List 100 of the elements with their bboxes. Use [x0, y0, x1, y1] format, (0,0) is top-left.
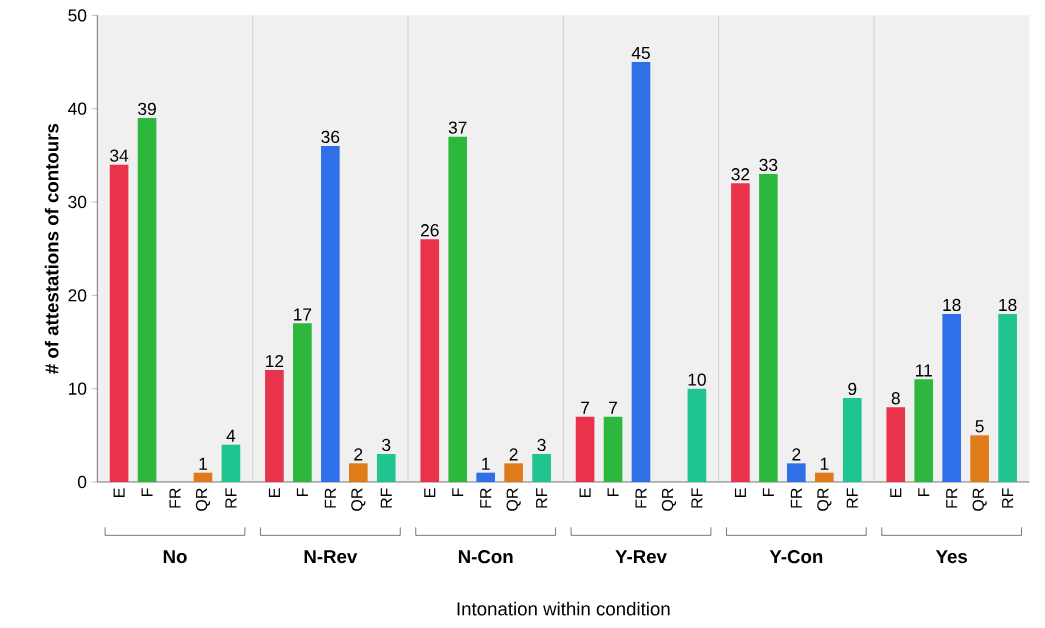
text: E [890, 488, 902, 497]
bar [970, 435, 989, 482]
data-label: 1 [199, 457, 207, 470]
text: FR [635, 488, 647, 508]
data-label: 18 [943, 298, 961, 312]
data-label: 45 [631, 46, 650, 60]
data-label: 2 [509, 448, 518, 461]
text: E [579, 488, 591, 497]
bar [575, 416, 595, 482]
text: QR [351, 488, 366, 511]
x-tick-label: N-Rev [304, 550, 358, 564]
bar [731, 183, 750, 482]
x-tick-label: No [163, 550, 187, 564]
bar [420, 239, 440, 482]
y-tick-label: 20 [68, 289, 87, 302]
y-tick-label: 50 [68, 9, 87, 22]
bar [476, 472, 495, 482]
bar [348, 463, 368, 482]
y-tick-label: 40 [68, 102, 87, 115]
text: E [113, 488, 125, 497]
data-label: 4 [226, 429, 236, 442]
text: F [452, 488, 464, 497]
data-label: 17 [294, 308, 312, 321]
data-label: 9 [848, 382, 857, 396]
y-tick-label: 30 [68, 195, 87, 209]
bar [448, 136, 468, 482]
y-axis-title: # of attestations of contours [44, 123, 59, 374]
text: RF [380, 488, 392, 508]
text: QR [817, 488, 832, 511]
data-label: 1 [820, 457, 829, 470]
text: RF [846, 488, 858, 508]
bar [603, 416, 623, 482]
bar [504, 463, 523, 482]
data-label: 18 [999, 298, 1017, 312]
bar [687, 388, 707, 482]
bar [321, 146, 340, 482]
text: F [141, 488, 153, 497]
text: E [424, 488, 436, 497]
text: F [918, 488, 930, 497]
text: FR [946, 488, 958, 508]
y-tick-label: 10 [68, 382, 87, 395]
bar [787, 463, 806, 482]
text: FR [790, 488, 802, 508]
bar [109, 164, 129, 482]
x-tick-label: N-Con [458, 550, 513, 564]
bar [998, 314, 1017, 482]
bar [914, 379, 934, 482]
text: FR [324, 488, 336, 508]
data-label: 32 [731, 168, 750, 181]
text: F [296, 488, 308, 497]
bar [137, 118, 157, 482]
data-label: 36 [321, 130, 340, 144]
data-label: 11 [916, 364, 932, 377]
data-label: 2 [792, 448, 801, 461]
bar [842, 398, 862, 482]
bar [631, 62, 651, 482]
data-label: 37 [448, 121, 467, 134]
data-label: 8 [891, 392, 900, 405]
text: E [734, 488, 746, 497]
bar [221, 444, 241, 482]
bar [376, 454, 396, 482]
bar [265, 370, 284, 482]
text: F [762, 488, 774, 497]
x-axis-title: Intonation within condition [457, 601, 670, 616]
data-label: 2 [354, 448, 363, 461]
x-tick-label: Y-Con [769, 550, 823, 564]
data-label: 3 [382, 438, 391, 452]
y-tick-label: 0 [77, 475, 87, 489]
text: RF [691, 488, 703, 508]
bar [293, 323, 312, 482]
data-label: 10 [688, 373, 706, 386]
x-tick-label: Y-Rev [615, 550, 667, 564]
data-label: 5 [975, 420, 984, 433]
bar [814, 472, 834, 482]
text: QR [195, 488, 211, 511]
data-label: 34 [110, 149, 129, 162]
text: RF [225, 488, 237, 508]
x-tick-label: Yes [935, 550, 968, 564]
bar [193, 472, 213, 482]
text: FR [169, 488, 181, 508]
text: RF [1002, 488, 1014, 508]
bar [532, 454, 551, 482]
text: FR [480, 488, 492, 508]
data-label: 1 [482, 457, 490, 470]
bar [942, 314, 961, 482]
text: F [607, 488, 619, 497]
data-label: 7 [609, 401, 617, 414]
data-label: 3 [537, 438, 546, 452]
text: QR [661, 488, 677, 511]
text: E [268, 488, 280, 497]
data-label: 33 [759, 158, 778, 172]
data-label: 26 [420, 224, 439, 237]
data-label: 39 [138, 102, 156, 116]
text: RF [536, 488, 548, 508]
bar [759, 174, 778, 482]
text: QR [972, 488, 987, 511]
data-label: 7 [581, 401, 590, 414]
data-label: 12 [266, 354, 284, 368]
text: QR [506, 488, 521, 511]
bar [886, 407, 906, 482]
